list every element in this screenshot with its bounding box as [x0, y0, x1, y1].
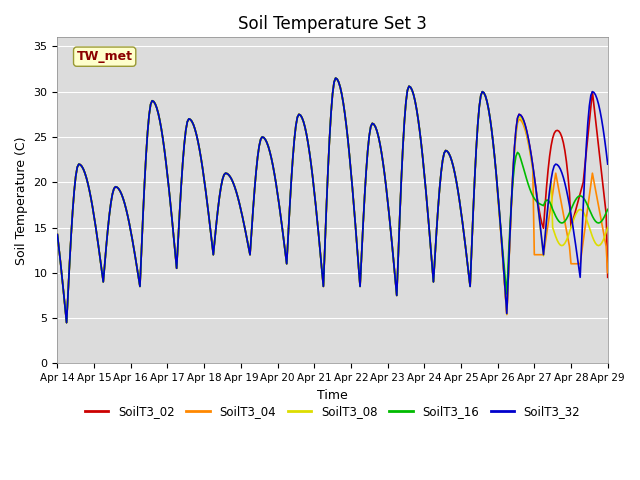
Legend: SoilT3_02, SoilT3_04, SoilT3_08, SoilT3_16, SoilT3_32: SoilT3_02, SoilT3_04, SoilT3_08, SoilT3_…: [80, 400, 585, 423]
Title: Soil Temperature Set 3: Soil Temperature Set 3: [238, 15, 427, 33]
X-axis label: Time: Time: [317, 389, 348, 402]
Text: TW_met: TW_met: [77, 50, 132, 63]
Y-axis label: Soil Temperature (C): Soil Temperature (C): [15, 136, 28, 264]
